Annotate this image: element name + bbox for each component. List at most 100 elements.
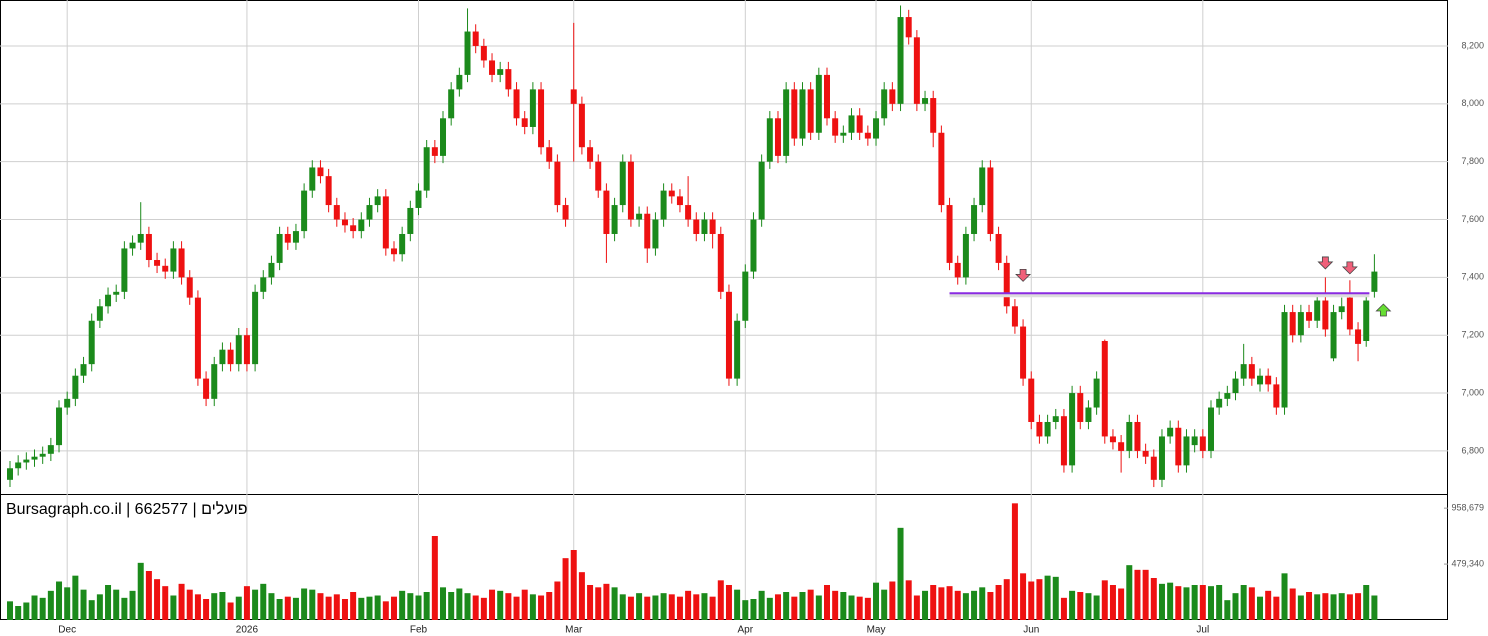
volume-bar [627, 596, 634, 620]
signal-arrow [1015, 268, 1032, 282]
y-tick-label: 7,800 [1461, 156, 1484, 166]
volume-bar [1306, 592, 1313, 620]
candle-body [636, 213, 643, 220]
volume-bar [513, 596, 520, 620]
volume-bar [1363, 585, 1370, 620]
volume-bar [807, 589, 814, 620]
volume-bar [815, 595, 822, 620]
volume-bar [799, 592, 806, 620]
candle-body [742, 271, 749, 321]
y-tick-label: 8,000 [1461, 98, 1484, 108]
volume-bar [31, 595, 38, 620]
volume-bar [1150, 578, 1157, 620]
volume-bar [962, 593, 969, 620]
volume-bar [350, 592, 357, 620]
candle-body [472, 31, 479, 46]
candle-body [538, 89, 545, 148]
volume-bar [170, 595, 177, 620]
volume-bar [848, 595, 855, 620]
candle-body [366, 205, 373, 220]
volume-bar [1216, 585, 1223, 620]
volume-bar [1077, 592, 1084, 620]
candle-body [554, 161, 561, 206]
candle-body [709, 219, 716, 234]
volume-bar [301, 588, 308, 620]
candle-body [774, 118, 781, 156]
x-tick-label: May [867, 625, 886, 636]
candle-body [864, 132, 871, 139]
volume-bar [358, 597, 365, 620]
candle-body [799, 89, 806, 139]
volume-bar [987, 592, 994, 620]
volume-bar [194, 594, 201, 620]
volume-bar [1371, 595, 1378, 620]
candle-body [276, 233, 283, 263]
candle-body [1240, 364, 1247, 379]
candle-body [464, 31, 471, 75]
volume-bar [774, 594, 781, 620]
candle-body [1028, 378, 1035, 422]
volume-bar [284, 596, 291, 620]
candle-body [105, 294, 112, 307]
volume-bar [1322, 593, 1329, 620]
candle-body [96, 306, 103, 321]
volume-bar [64, 587, 71, 620]
volume-bar [374, 595, 381, 620]
volume-bar [1199, 585, 1206, 620]
volume-tick-label: 958,679 [1451, 503, 1484, 513]
volume-bar [676, 596, 683, 620]
candle-body [1109, 436, 1116, 443]
volume-bar [1036, 579, 1043, 620]
volume-bar [211, 593, 218, 620]
candle-body [456, 74, 463, 90]
candle-body [1077, 393, 1084, 422]
volume-bar [1207, 586, 1214, 620]
volume-bar [538, 595, 545, 620]
candle-body [129, 242, 136, 249]
candle-body [309, 167, 316, 191]
candle-body [840, 132, 847, 136]
volume-bar [47, 590, 54, 620]
volume-bar [611, 587, 618, 620]
candle-body [448, 89, 455, 119]
volume-bar [1158, 583, 1165, 620]
candle-body [824, 74, 830, 119]
candle-body [243, 335, 250, 365]
candle-body [1289, 312, 1296, 336]
volume-bar [1338, 593, 1345, 620]
candle-body [333, 205, 340, 220]
volume-bar [1183, 587, 1190, 620]
volume-bar [824, 585, 830, 620]
volume-bar [235, 596, 242, 620]
volume-bar [1093, 595, 1100, 620]
candle-body [137, 233, 144, 243]
candle-body [1346, 297, 1353, 330]
candle-body [1191, 436, 1198, 446]
volume-bar [1003, 579, 1010, 620]
candle-body [995, 233, 1002, 263]
plot-frame [0, 0, 1448, 620]
candle-body [219, 349, 226, 365]
volume-bar [587, 585, 594, 620]
candle-body [1281, 312, 1288, 408]
volume-bar [399, 590, 406, 620]
volume-bar [595, 587, 602, 620]
volume-bar [423, 592, 430, 620]
candle-body [7, 468, 13, 480]
y-tick-label: 7,000 [1461, 387, 1484, 397]
y-tick-label: 7,400 [1461, 272, 1484, 282]
volume-bar [472, 595, 479, 620]
x-tick-label: Mar [565, 625, 583, 636]
candle-body [301, 190, 308, 232]
candle-body [668, 190, 675, 197]
candle-body [725, 291, 732, 379]
volume-bar [448, 592, 455, 620]
candle-body [1257, 375, 1264, 385]
candle-body [1126, 421, 1133, 451]
candle-body [979, 167, 986, 206]
candle-body [440, 118, 447, 156]
candle-body [1265, 375, 1272, 385]
candle-body [56, 407, 63, 446]
volume-bar [546, 592, 553, 620]
volume-bar [1044, 575, 1051, 620]
